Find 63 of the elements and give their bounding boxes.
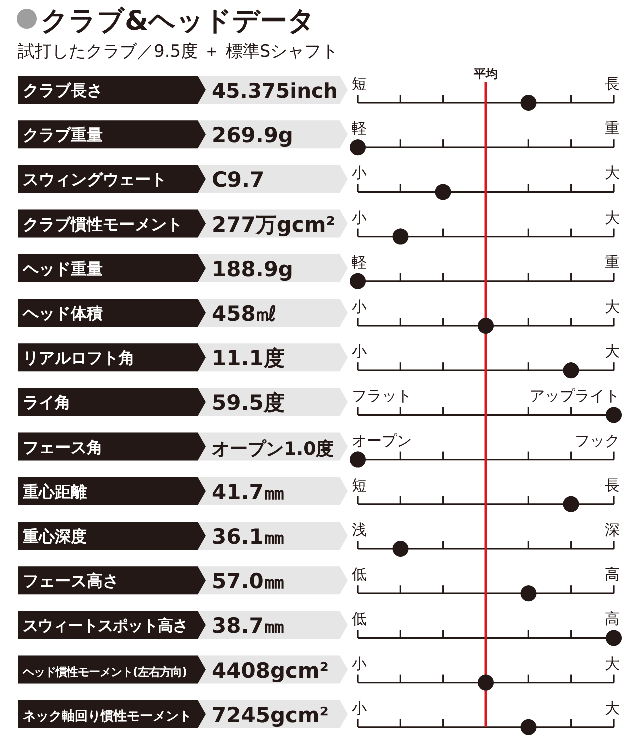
text: C9.7 (212, 168, 265, 192)
chart-title: クラブ&ヘッドデータ (41, 6, 316, 37)
annotation: 小 (352, 208, 367, 227)
text: 45.375inch (212, 79, 338, 103)
annotation: 長 (605, 75, 620, 93)
annotation: 小 (352, 298, 367, 316)
y-tick-label: ライ角 (23, 393, 71, 412)
text: 41.7㎜ (212, 480, 285, 504)
text: 36.1㎜ (212, 525, 285, 549)
annotation: 長 (605, 476, 620, 494)
text: 277万gcm² (212, 212, 336, 237)
text: 57.0㎜ (212, 570, 285, 594)
annotation: 軽 (352, 253, 367, 272)
text: オープン1.0度 (212, 438, 334, 460)
y-tick-label: スウィートスポット高さ (23, 617, 188, 636)
annotation: 短 (352, 75, 367, 93)
text: 11.1度 (212, 346, 285, 371)
y-tick-label: クラブ重量 (23, 126, 103, 145)
text: 188.9g (212, 257, 294, 282)
text: 試打したクラブ／9.5度 ＋ 標準Sシャフト (18, 42, 339, 62)
annotation: 浅 (352, 521, 367, 539)
annotation: オープン (352, 432, 412, 450)
y-tick-label: 重心距離 (22, 482, 87, 502)
y-tick-label: ヘッド重量 (22, 259, 103, 278)
annotation: 高 (605, 610, 620, 628)
y-tick-label: フェース高さ (23, 572, 119, 591)
text: 7245gcm² (212, 703, 330, 728)
annotation: フック (575, 432, 620, 450)
text: 59.5度 (212, 391, 285, 416)
text: 38.7㎜ (212, 614, 285, 638)
y-tick-label: ネック軸回り慣性モーメント (23, 709, 192, 724)
annotation: 大 (605, 699, 620, 718)
y-tick-label: リアルロフト角 (23, 348, 135, 368)
annotation: 高 (605, 566, 620, 584)
annotation: 小 (352, 654, 367, 673)
annotation: 重 (605, 253, 620, 272)
annotation: アップライト (530, 387, 620, 406)
annotation: 大 (605, 164, 620, 182)
annotation: 低 (352, 566, 367, 584)
annotation: 大 (605, 342, 620, 361)
annotation: 小 (352, 164, 367, 182)
y-tick-label: スウィングウェート (23, 170, 167, 190)
annotation: 大 (605, 298, 620, 316)
text: 458㎖ (212, 302, 277, 326)
annotation: フラット (352, 387, 412, 406)
ref-line-label: 平均 (473, 67, 498, 81)
y-tick-label: フェース角 (23, 438, 103, 457)
text: 269.9g (212, 124, 294, 148)
annotation: 大 (605, 654, 620, 673)
y-tick-label: ヘッド慣性モーメント(左右方向) (22, 664, 188, 679)
y-tick-label: クラブ長さ (23, 81, 103, 100)
text: 4408gcm² (212, 658, 330, 683)
annotation: 重 (605, 120, 620, 138)
annotation: 小 (352, 699, 367, 718)
annotation: 深 (605, 521, 620, 539)
annotation: 大 (605, 208, 620, 227)
y-tick-label: クラブ慣性モーメント (23, 214, 183, 234)
annotation: 短 (352, 476, 367, 494)
annotation: 低 (352, 610, 367, 628)
y-tick-label: ヘッド体積 (22, 304, 103, 323)
annotation: 軽 (352, 120, 367, 138)
y-tick-label: 重心深度 (22, 527, 87, 546)
annotation: 小 (352, 342, 367, 361)
